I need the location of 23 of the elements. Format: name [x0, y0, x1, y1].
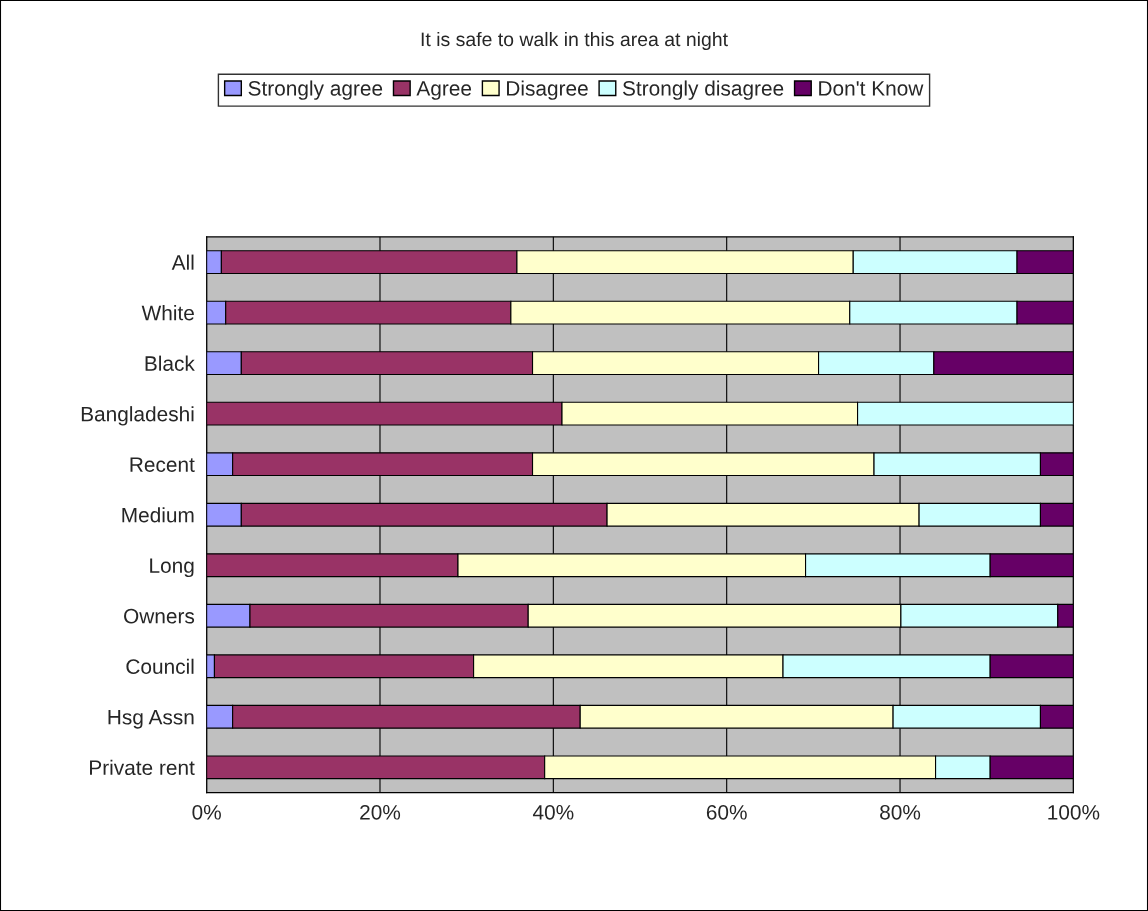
y-tick-label: Medium: [122, 507, 194, 523]
y-tick-label: Recent: [130, 457, 195, 472]
legend-label: Don't Know: [819, 81, 924, 96]
legend-label: Strongly agree: [248, 80, 383, 100]
x-tick-label: 60%: [706, 804, 747, 820]
legend-label: Strongly disagree: [622, 80, 784, 100]
chart-title: It is safe to walk in this area at night: [421, 31, 728, 51]
y-tick-label: Bangladeshi: [81, 406, 194, 426]
y-tick-label: Owners: [124, 608, 195, 624]
y-tick-label: All: [171, 254, 194, 270]
y-tick-label: Hsg Assn: [108, 710, 194, 729]
x-tick-label: 100%: [1048, 804, 1100, 820]
x-tick-label: 20%: [360, 804, 401, 820]
y-tick-label: White: [141, 305, 194, 321]
legend-label: Agree: [416, 81, 472, 100]
x-tick-label: 40%: [532, 804, 574, 820]
y-tick-label: Council: [126, 658, 194, 675]
y-tick-label: Long: [150, 558, 194, 578]
legend-label: Disagree: [507, 80, 588, 100]
y-tick-label: Black: [145, 355, 195, 371]
y-tick-label: Private rent: [90, 759, 195, 776]
x-tick-label: 0%: [192, 804, 221, 820]
x-tick-label: 80%: [880, 804, 921, 820]
